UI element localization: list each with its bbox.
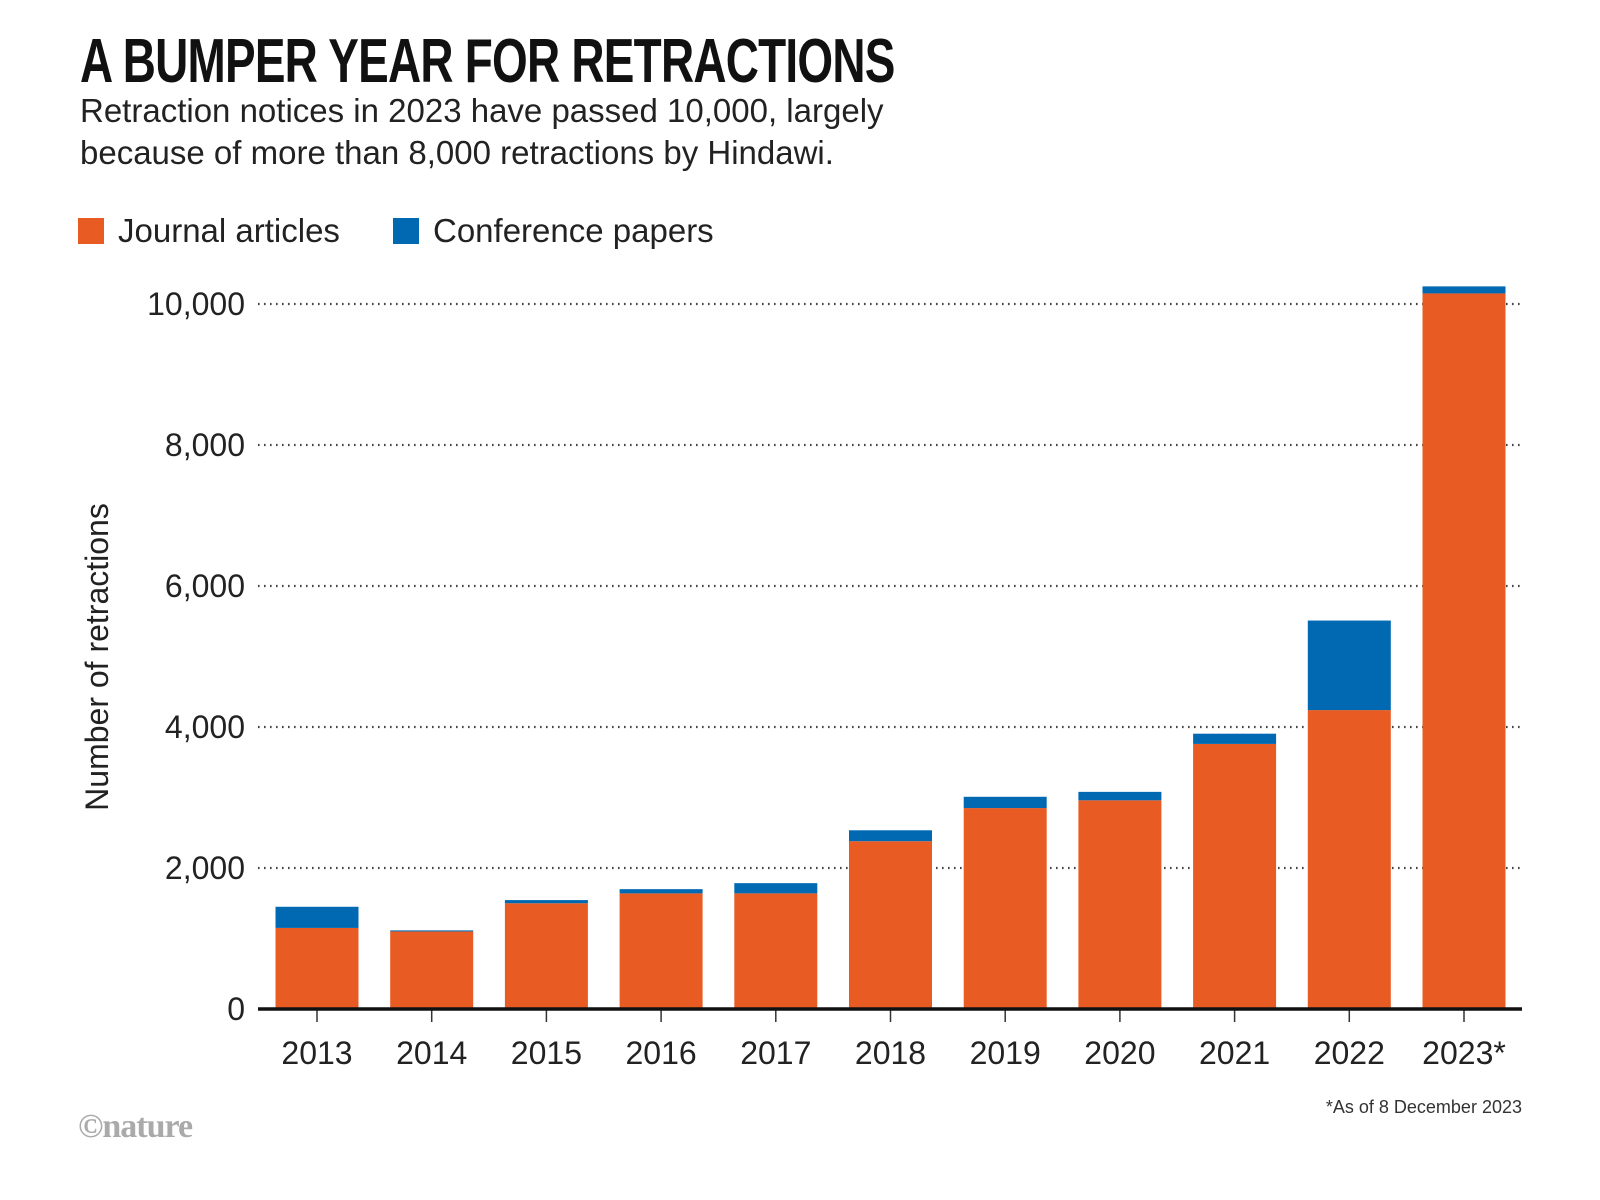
legend-swatch-conference bbox=[393, 218, 419, 244]
bar-conference-2019 bbox=[963, 796, 1047, 809]
nature-logo: ©nature bbox=[78, 1108, 193, 1145]
bar-journal-2017 bbox=[734, 893, 818, 1009]
x-tick-label: 2013 bbox=[281, 1035, 352, 1071]
bar-conference-2020 bbox=[1078, 791, 1162, 801]
bar-journal-2019 bbox=[963, 808, 1047, 1009]
bar-conference-2018 bbox=[849, 830, 932, 842]
x-tick-label: 2023* bbox=[1422, 1035, 1506, 1071]
bar-journal-2018 bbox=[849, 841, 932, 1009]
subtitle-line: because of more than 8,000 retractions b… bbox=[80, 134, 834, 171]
x-tick-label: 2016 bbox=[626, 1035, 697, 1071]
bar-conference-2021 bbox=[1193, 733, 1277, 744]
bar-journal-2013 bbox=[275, 927, 359, 1009]
legend-item-conference: Conference papers bbox=[393, 212, 714, 250]
x-tick-label: 2017 bbox=[740, 1035, 811, 1071]
legend-item-journal: Journal articles bbox=[78, 212, 340, 250]
subtitle-line: Retraction notices in 2023 have passed 1… bbox=[80, 92, 884, 129]
y-tick-label: 4,000 bbox=[165, 709, 245, 745]
legend-label: Conference papers bbox=[433, 212, 714, 249]
y-tick-label: 6,000 bbox=[165, 568, 245, 604]
bar-journal-2014 bbox=[390, 931, 474, 1009]
y-axis-label: Number of retractions bbox=[79, 503, 115, 811]
bar-conference-2023 bbox=[1422, 286, 1506, 294]
bar-journal-2016 bbox=[619, 893, 703, 1009]
x-tick-label: 2022 bbox=[1314, 1035, 1385, 1071]
legend-swatch-journal bbox=[78, 218, 104, 244]
y-tick-label: 8,000 bbox=[165, 427, 245, 463]
x-tick-label: 2015 bbox=[511, 1035, 582, 1071]
x-tick-label: 2020 bbox=[1084, 1035, 1155, 1071]
x-tick-label: 2018 bbox=[855, 1035, 926, 1071]
y-tick-label: 10,000 bbox=[147, 286, 245, 322]
bar-conference-2022 bbox=[1307, 620, 1391, 711]
x-tick-label: 2014 bbox=[396, 1035, 467, 1071]
bar-conference-2015 bbox=[504, 900, 588, 904]
bar-journal-2015 bbox=[504, 903, 588, 1009]
bar-conference-2016 bbox=[619, 889, 703, 894]
chart-title: A BUMPER YEAR FOR RETRACTIONS bbox=[80, 27, 895, 96]
bar-journal-2022 bbox=[1307, 710, 1391, 1009]
bar-conference-2017 bbox=[734, 883, 818, 894]
legend-label: Journal articles bbox=[118, 212, 340, 249]
x-tick-label: 2019 bbox=[970, 1035, 1041, 1071]
bar-journal-2023 bbox=[1422, 293, 1506, 1009]
footnote: *As of 8 December 2023 bbox=[1325, 1097, 1522, 1117]
bar-conference-2014 bbox=[390, 930, 474, 932]
y-tick-label: 2,000 bbox=[165, 850, 245, 886]
bar-conference-2013 bbox=[275, 906, 359, 928]
chart-subtitle: Retraction notices in 2023 have passed 1… bbox=[80, 90, 980, 174]
x-tick-label: 2021 bbox=[1199, 1035, 1270, 1071]
bar-journal-2020 bbox=[1078, 800, 1162, 1009]
y-tick-label: 0 bbox=[227, 991, 245, 1027]
bar-journal-2021 bbox=[1193, 743, 1277, 1009]
